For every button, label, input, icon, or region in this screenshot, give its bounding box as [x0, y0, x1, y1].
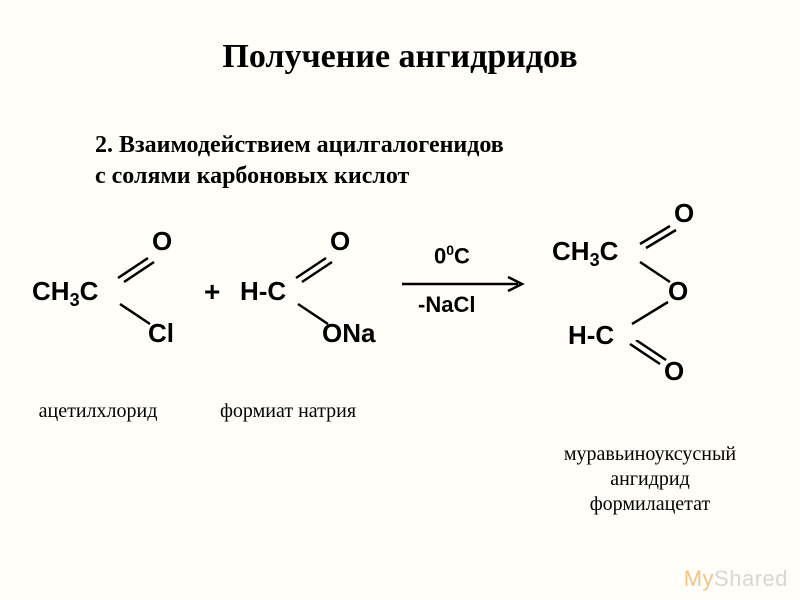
slide-title: Получение ангидридов	[0, 38, 800, 76]
slide-subtitle: 2. Взаимодействием ацилгалогенидов с сол…	[95, 130, 504, 192]
p-top-O: O	[674, 198, 694, 229]
watermark-my: My	[684, 566, 714, 591]
watermark-shared: Shared	[714, 566, 788, 591]
reactant1-base: CH3C	[32, 276, 98, 311]
r1-sub: 3	[70, 290, 80, 310]
r1-Cl: Cl	[148, 318, 174, 349]
subtitle-line2: с солями карбоновых кислот	[95, 161, 504, 192]
arrow-top-condition: 00C	[434, 242, 470, 269]
product-top-base: CH3C	[552, 236, 618, 271]
plus-sign: +	[204, 276, 220, 308]
p-bottom-O: O	[664, 356, 684, 387]
reactant2-base: H-C	[240, 276, 286, 307]
r1-O: O	[152, 226, 172, 257]
reaction-scheme: CH3C O Cl + H-C O ONa 00C -NaCl CH3C O	[20, 220, 780, 400]
product-bottom-base: H-C	[568, 320, 614, 351]
p-sub: 3	[590, 250, 600, 270]
r1-ch: CH	[32, 276, 70, 306]
product-label: муравьиноуксусный ангидрид формилацетат	[520, 442, 780, 517]
reactant1-label: ацетилхлорид	[18, 400, 178, 423]
p-bot-to-mid-bond-icon	[628, 298, 672, 328]
cond-base: 0	[434, 243, 446, 268]
p-c: C	[600, 236, 619, 266]
cond-sup: 0	[446, 242, 454, 258]
product-label-l3: формилацетат	[520, 492, 780, 517]
watermark: MyShared	[684, 566, 788, 592]
arrow-bottom-condition: -NaCl	[418, 292, 475, 318]
r2-double-bond-icon	[292, 252, 336, 286]
r1-c: C	[80, 276, 99, 306]
product-label-l1: муравьиноуксусный	[520, 442, 780, 467]
r2-ONa: ONa	[322, 318, 375, 349]
r2-O: O	[330, 226, 350, 257]
product-label-l2: ангидрид	[520, 467, 780, 492]
reactant2-label: формиат натрия	[188, 400, 388, 423]
subtitle-line1: 2. Взаимодействием ацилгалогенидов	[95, 130, 504, 161]
p-ch: CH	[552, 236, 590, 266]
r1-double-bond-icon	[114, 252, 158, 286]
reaction-arrow-icon	[400, 274, 530, 294]
cond-tail: C	[454, 243, 470, 268]
